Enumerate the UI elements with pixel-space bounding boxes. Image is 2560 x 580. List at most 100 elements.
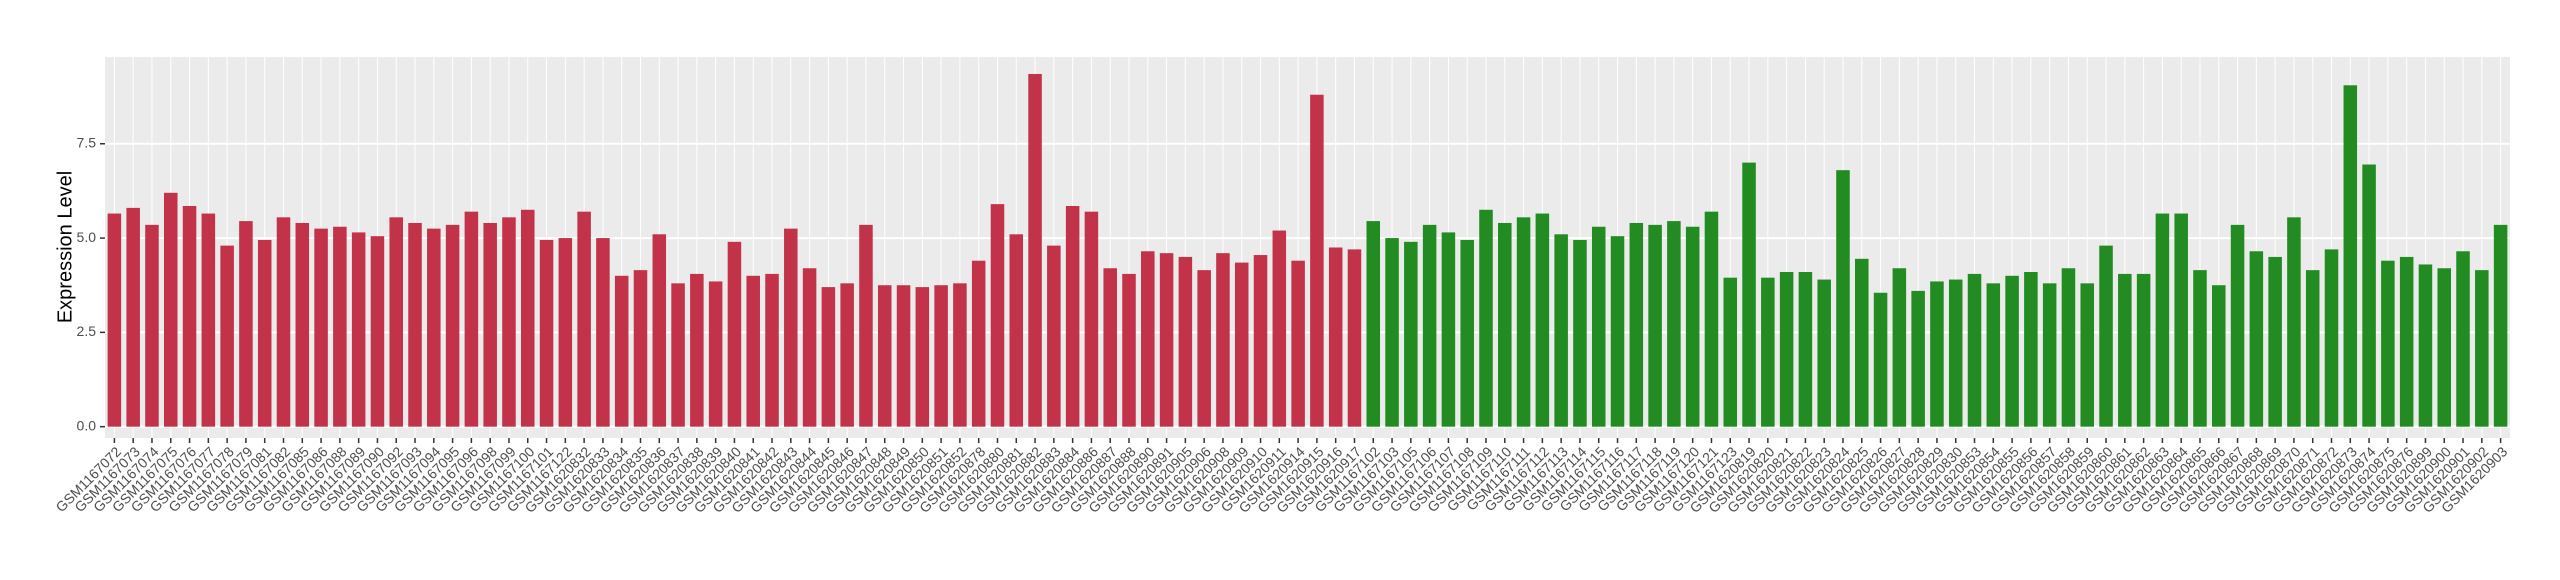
bar [1404, 241, 1418, 427]
bar [107, 213, 122, 427]
bar [990, 204, 1005, 427]
bar [2475, 270, 2489, 427]
bar [896, 285, 911, 427]
bar [1930, 281, 1944, 427]
bar [257, 239, 272, 427]
bar [1479, 209, 1493, 427]
bar [2042, 283, 2057, 427]
bar [1385, 238, 1399, 427]
bar [1629, 222, 1644, 427]
bar [464, 211, 479, 427]
bar [276, 217, 291, 427]
bar [2418, 264, 2433, 427]
bar [1498, 222, 1512, 427]
bar [2024, 272, 2038, 427]
bar [1761, 277, 1775, 427]
bar [1573, 239, 1587, 427]
bar [1310, 94, 1324, 427]
bar [314, 228, 328, 427]
bar [427, 228, 441, 427]
bar [295, 222, 310, 427]
bar [765, 273, 779, 427]
bar [239, 221, 253, 427]
bar [1047, 245, 1061, 427]
bar [1028, 73, 1042, 427]
bar [2305, 270, 2320, 427]
bar [1554, 234, 1568, 427]
bar [2324, 249, 2339, 427]
bar [2381, 260, 2395, 427]
bar [1253, 255, 1268, 427]
bar [1441, 232, 1456, 427]
bar [2287, 217, 2301, 427]
bar [2118, 273, 2132, 427]
y-axis-title: Expression Level [54, 171, 76, 323]
bar [2437, 268, 2452, 427]
bar [746, 275, 760, 427]
bar [2155, 213, 2170, 427]
bar [2493, 224, 2508, 427]
bar [558, 238, 573, 427]
bar [370, 236, 385, 427]
bar [1948, 279, 1963, 427]
bar [1159, 253, 1174, 427]
y-tick-label: 5.0 [77, 229, 97, 245]
bar [201, 213, 216, 427]
bar [1817, 279, 1831, 427]
bar [614, 275, 629, 427]
bar [1065, 206, 1080, 427]
bar [1422, 224, 1437, 427]
bar [145, 224, 159, 427]
bar [633, 270, 648, 427]
bar [2080, 283, 2095, 427]
bar [934, 285, 948, 427]
bar [220, 245, 234, 427]
bar [915, 287, 930, 427]
bar [2362, 164, 2376, 427]
bar [1836, 170, 1850, 427]
bar [1460, 239, 1474, 427]
bar [2193, 270, 2207, 427]
bar [1084, 211, 1099, 427]
bar [690, 273, 704, 427]
bar [859, 224, 873, 427]
bar [1178, 256, 1193, 427]
bar [840, 283, 854, 427]
bar [126, 207, 140, 427]
bar [1911, 290, 1925, 427]
bar [2061, 268, 2076, 427]
bar [2456, 251, 2470, 427]
bar [1648, 224, 1662, 427]
bar [1234, 262, 1249, 427]
bar [1873, 292, 1888, 427]
bar [877, 285, 892, 427]
bar [2268, 256, 2282, 427]
bar [2099, 245, 2113, 427]
bar [1723, 277, 1738, 427]
y-tick-label: 2.5 [77, 323, 97, 339]
bar [445, 224, 460, 427]
bar [2399, 256, 2414, 427]
bar [1610, 236, 1625, 427]
bar [408, 222, 422, 427]
bar [539, 239, 554, 427]
bar [1855, 258, 1869, 427]
bar [502, 217, 516, 427]
bar [2230, 224, 2245, 427]
bar [708, 281, 723, 427]
bar [1685, 226, 1700, 427]
bar [1779, 272, 1794, 427]
bar [2005, 275, 2019, 427]
bar [727, 241, 742, 427]
y-tick-label: 7.5 [77, 134, 97, 150]
bar [1347, 249, 1362, 427]
bar [1892, 268, 1907, 427]
bar [1667, 221, 1681, 427]
bar [652, 234, 667, 427]
bar [2343, 85, 2358, 427]
bar [1704, 211, 1719, 427]
bar [1591, 226, 1606, 427]
bar [483, 222, 497, 427]
bar [802, 268, 817, 427]
